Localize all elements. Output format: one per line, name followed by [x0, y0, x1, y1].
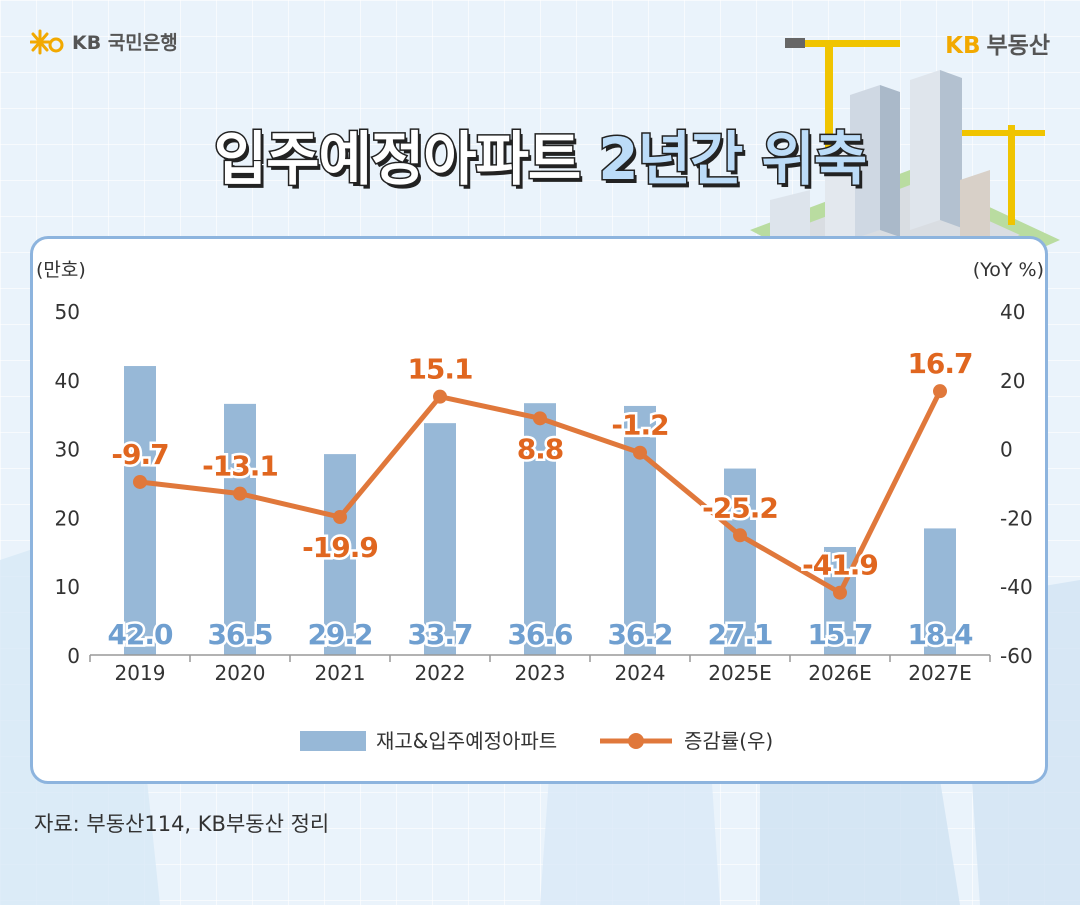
x-tick-label: 2020 [215, 661, 266, 685]
x-tick-label: 2022 [415, 661, 466, 685]
x-tick-label: 2023 [515, 661, 566, 685]
line-point [833, 586, 847, 600]
x-tick-label: 2027E [908, 661, 972, 685]
y-axis-label: (만호) [36, 259, 86, 281]
line-value-label: -25.2 [702, 491, 778, 524]
line-value-label: -13.1 [202, 450, 278, 483]
line-value-label: -1.2 [611, 409, 668, 442]
legend-label-bar: 재고&입주예정아파트 [376, 729, 557, 753]
y-tick-label: 0 [67, 644, 80, 668]
y-tick-label: 10 [55, 575, 80, 599]
x-tick-label: 2021 [315, 661, 366, 685]
line-value-label: 16.7 [907, 347, 972, 380]
y2-tick-label: -40 [1000, 575, 1033, 599]
y-tick-label: 30 [55, 438, 80, 462]
y2-tick-label: 40 [1000, 300, 1025, 324]
line-point [133, 475, 147, 489]
line-point [733, 528, 747, 542]
line-point [333, 510, 347, 524]
bar-value-label: 36.6 [507, 618, 572, 651]
y2-tick-label: -20 [1000, 506, 1033, 530]
y-tick-label: 40 [55, 369, 80, 393]
bar-value-label: 15.7 [807, 618, 872, 651]
legend-swatch-bar [300, 731, 366, 751]
line-value-label: -41.9 [802, 549, 878, 582]
line-point [433, 390, 447, 404]
x-tick-label: 2019 [115, 661, 166, 685]
bar-value-label: 33.7 [407, 618, 472, 651]
x-tick-label: 2024 [615, 661, 666, 685]
bar-value-label: 36.2 [607, 618, 672, 651]
bar-value-label: 42.0 [107, 618, 173, 651]
y2-tick-label: 0 [1000, 438, 1013, 462]
x-tick-label: 2026E [808, 661, 872, 685]
y2-tick-label: -60 [1000, 644, 1033, 668]
bar [124, 366, 156, 655]
legend-swatch-point [628, 733, 644, 749]
bar-value-label: 36.5 [207, 618, 272, 651]
y-tick-label: 50 [55, 300, 80, 324]
legend: 재고&입주예정아파트 증감률(우) [300, 729, 773, 753]
line-value-label: -9.7 [111, 438, 168, 471]
line-point [933, 384, 947, 398]
line-value-label: 15.1 [407, 353, 472, 386]
bar-value-label: 29.2 [307, 618, 372, 651]
bar-value-label: 18.4 [907, 618, 973, 651]
line-point [633, 446, 647, 460]
source-note: 자료: 부동산114, KB부동산 정리 [34, 808, 329, 838]
legend-label-line: 증감률(우) [684, 729, 773, 753]
bar-value-label: 27.1 [707, 618, 772, 651]
line-value-label: 8.8 [517, 432, 564, 465]
line-value-label: -19.9 [302, 531, 378, 564]
line-point [233, 487, 247, 501]
line-point [533, 411, 547, 425]
x-tick-label: 2025E [708, 661, 772, 685]
y2-tick-label: 20 [1000, 369, 1025, 393]
y-tick-label: 20 [55, 506, 80, 530]
y2-axis-label: (YoY %) [973, 259, 1044, 281]
